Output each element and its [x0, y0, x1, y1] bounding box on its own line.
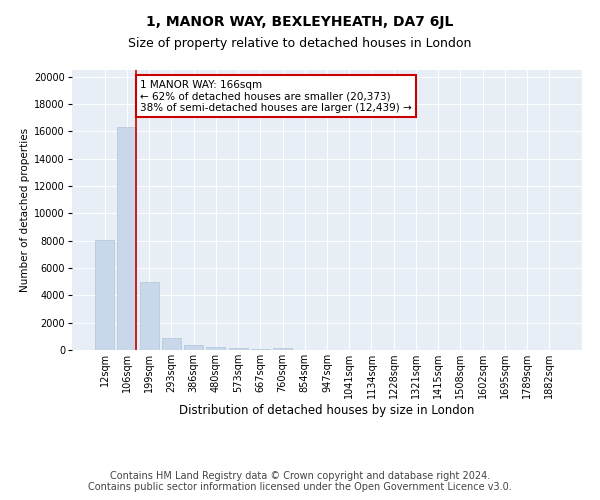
Text: Contains HM Land Registry data © Crown copyright and database right 2024.
Contai: Contains HM Land Registry data © Crown c…	[88, 471, 512, 492]
Bar	[229, 348, 248, 350]
Bar	[162, 338, 181, 350]
Bar	[184, 345, 203, 350]
Bar	[206, 348, 225, 350]
Y-axis label: Number of detached properties: Number of detached properties	[20, 128, 30, 292]
Bar	[251, 348, 270, 350]
Bar	[140, 282, 158, 350]
Text: 1 MANOR WAY: 166sqm
← 62% of detached houses are smaller (20,373)
38% of semi-de: 1 MANOR WAY: 166sqm ← 62% of detached ho…	[140, 80, 412, 113]
Bar	[273, 348, 292, 350]
X-axis label: Distribution of detached houses by size in London: Distribution of detached houses by size …	[179, 404, 475, 417]
Text: 1, MANOR WAY, BEXLEYHEATH, DA7 6JL: 1, MANOR WAY, BEXLEYHEATH, DA7 6JL	[146, 15, 454, 29]
Bar	[95, 240, 114, 350]
Bar	[118, 128, 136, 350]
Text: Size of property relative to detached houses in London: Size of property relative to detached ho…	[128, 38, 472, 51]
